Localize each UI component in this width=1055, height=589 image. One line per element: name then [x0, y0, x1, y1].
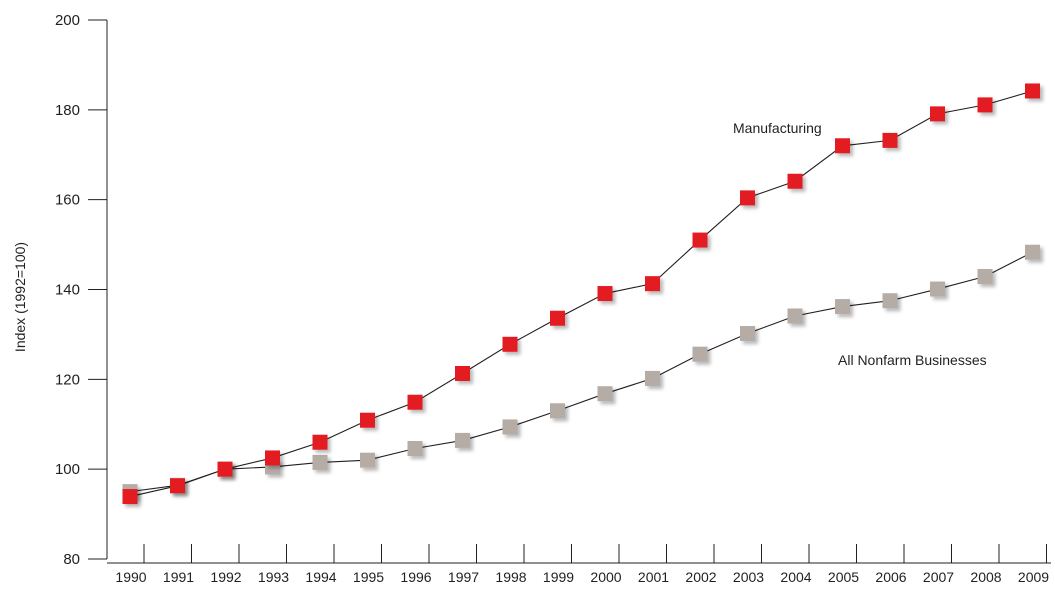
manufacturing-point — [265, 450, 280, 466]
manufacturing-point — [740, 190, 755, 206]
x-tick-label: 2002 — [685, 569, 716, 585]
all-nonfarm-businesses-point — [550, 403, 565, 419]
manufacturing-point — [360, 412, 375, 428]
series-markers — [122, 83, 1040, 505]
all-nonfarm-businesses-series-label: All Nonfarm Businesses — [838, 352, 987, 368]
all-nonfarm-businesses-point — [455, 432, 470, 448]
x-tick-label: 2008 — [970, 569, 1001, 585]
all-nonfarm-businesses-point — [977, 268, 993, 284]
manufacturing-point — [455, 365, 470, 381]
all-nonfarm-businesses-line — [129, 251, 1033, 493]
manufacturing-point — [170, 478, 185, 494]
manufacturing-series-label: Manufacturing — [733, 120, 822, 136]
all-nonfarm-businesses-point — [360, 452, 375, 468]
all-nonfarm-businesses-point — [835, 299, 850, 315]
y-axis-title: Index (1992=100) — [12, 242, 28, 352]
x-axis: 1990 1991 1992 1993 1994 1995 1996 1997 1998 1999… — [107, 544, 1051, 585]
x-tick-label: 2006 — [875, 569, 906, 585]
y-tick-label: 160 — [55, 192, 80, 209]
manufacturing-point — [1025, 83, 1040, 99]
manufacturing-markers — [122, 83, 1040, 505]
all-nonfarm-businesses-point — [645, 370, 660, 386]
all-nonfarm-businesses-point — [740, 326, 755, 342]
y-tick-label: 180 — [55, 102, 80, 119]
x-tick-label: 2005 — [828, 569, 859, 585]
x-tick-label: 1995 — [353, 569, 384, 585]
all-nonfarm-businesses-point — [692, 346, 708, 362]
x-tick-label: 1993 — [258, 569, 289, 585]
x-tick-label: 1998 — [495, 569, 526, 585]
y-tick-label: 120 — [55, 371, 80, 388]
x-tick-label: 1992 — [210, 569, 241, 585]
y-tick-label: 140 — [55, 282, 80, 299]
y-tick-label: 100 — [55, 461, 80, 478]
manufacturing-point — [977, 97, 993, 113]
manufacturing-point — [217, 461, 233, 477]
x-tick-label: 1991 — [163, 569, 194, 585]
x-tick-label: 2003 — [733, 569, 764, 585]
all-nonfarm-businesses-point — [312, 454, 328, 470]
series-labels: Manufacturing All Nonfarm Businesses — [733, 120, 987, 368]
manufacturing-point — [597, 286, 613, 302]
x-tick-label: 2009 — [1018, 569, 1049, 585]
manufacturing-point — [835, 138, 850, 154]
manufacturing-point — [312, 434, 328, 450]
x-tick-label: 2000 — [590, 569, 621, 585]
y-axis: 80 100 120 140 160 180 200 — [55, 12, 108, 568]
x-tick-label: 2001 — [638, 569, 669, 585]
all-nonfarm-businesses-point — [1025, 244, 1040, 260]
x-tick-label: 1997 — [448, 569, 479, 585]
all-nonfarm-businesses-point — [502, 419, 518, 435]
series-lines — [129, 90, 1033, 498]
all-nonfarm-businesses-point — [882, 293, 898, 309]
y-tick-label: 200 — [55, 12, 80, 29]
manufacturing-point — [550, 310, 565, 326]
all-nonfarm-businesses-point — [597, 386, 613, 402]
manufacturing-point — [122, 489, 138, 505]
x-tick-label: 2004 — [780, 569, 811, 585]
all-nonfarm-businesses-point — [930, 281, 945, 297]
all-nonfarm-businesses-point — [787, 308, 803, 324]
all-nonfarm-businesses-markers — [122, 244, 1040, 500]
all-nonfarm-businesses-point — [407, 441, 423, 457]
manufacturing-point — [692, 232, 708, 248]
manufacturing-point — [645, 276, 660, 292]
x-tick-label: 1996 — [400, 569, 431, 585]
x-tick-label: 2007 — [923, 569, 954, 585]
y-tick-label: 80 — [63, 551, 80, 568]
manufacturing-point — [882, 132, 898, 148]
manufacturing-point — [930, 106, 945, 122]
x-tick-label: 1990 — [115, 569, 146, 585]
manufacturing-line — [129, 90, 1033, 498]
x-tick-label: 1994 — [305, 569, 336, 585]
manufacturing-point — [407, 394, 423, 410]
x-tick-label: 1999 — [543, 569, 574, 585]
manufacturing-point — [502, 336, 518, 352]
manufacturing-point — [787, 173, 803, 189]
